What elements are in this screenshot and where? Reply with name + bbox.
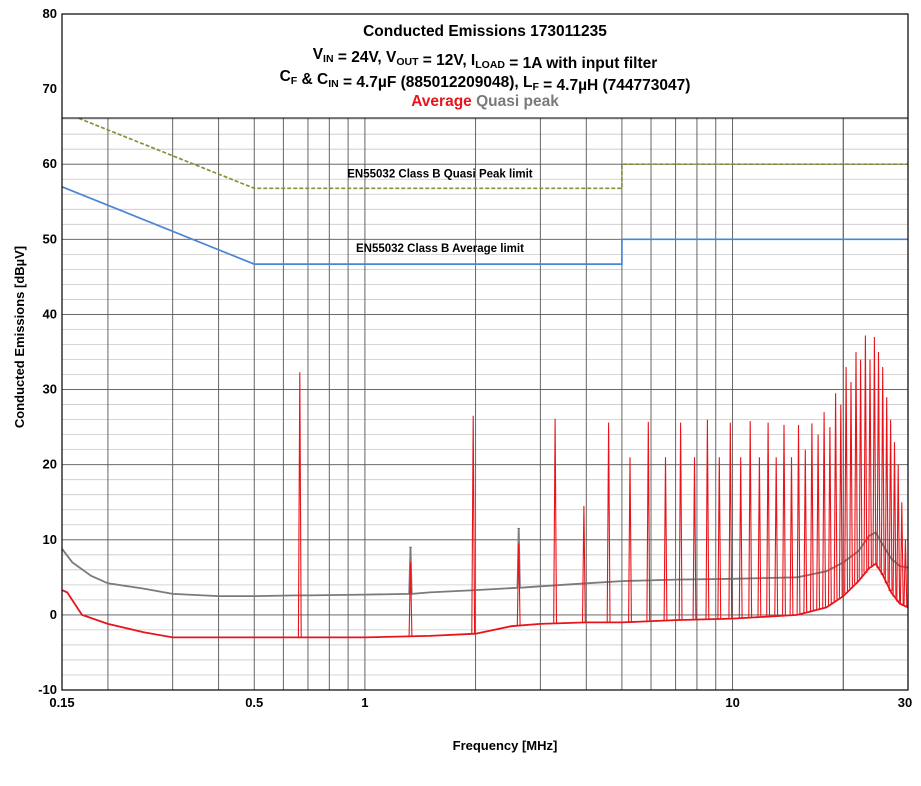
series-peak (803, 449, 808, 613)
limit-label: EN55032 Class B Average limit (356, 243, 524, 255)
series-peak (766, 422, 771, 617)
subtitle-text: & C (297, 71, 328, 88)
x-tick-label: 0.5 (245, 695, 263, 710)
series-peak (872, 336, 877, 565)
subtitle-text: V (313, 46, 324, 63)
x-tick-label: 1 (361, 695, 368, 710)
y-tick-label: 50 (43, 231, 57, 246)
series-peak (606, 422, 611, 623)
y-axis-title: Conducted Emissions [dBµV] (12, 246, 27, 428)
chart-title: Conducted Emissions 173011235 (363, 23, 607, 40)
series-peak (888, 419, 893, 592)
series-peak (899, 502, 904, 605)
plot-frame (61, 13, 909, 691)
series-peak (663, 457, 668, 621)
y-tick-label: 60 (43, 156, 57, 171)
series-peak (816, 434, 821, 610)
series-peak (789, 457, 794, 616)
series-peak (838, 404, 843, 598)
subscript: OUT (396, 56, 419, 68)
series-peak (297, 372, 302, 638)
series-peak (863, 335, 868, 573)
legend-entry: Quasi peak (472, 93, 559, 110)
limit-line (61, 186, 908, 265)
subscript: F (291, 75, 298, 87)
series-peak (748, 421, 753, 618)
series-peak (471, 415, 476, 634)
limit-lines: EN55032 Class B Quasi Peak limit EN55032 … (61, 110, 908, 265)
x-axis-title: Frequency [MHz] (453, 738, 558, 753)
series-peak (516, 543, 521, 626)
subscript: IN (323, 53, 334, 65)
y-tick-label: 30 (43, 382, 57, 397)
data-series (61, 335, 909, 639)
series-peak (854, 351, 858, 584)
title-background (61, 13, 909, 119)
series-peak (774, 457, 779, 617)
series-peak (692, 457, 697, 620)
subtitle-text: C (280, 68, 291, 85)
y-tick-label: 20 (43, 457, 57, 472)
series-peak (884, 397, 889, 584)
series-peak (628, 457, 632, 623)
x-axis-ticks: 0.15 0.5 1 10 30 (49, 695, 912, 710)
subtitle-text: = 12V, I (419, 52, 476, 69)
subscript: F (532, 81, 539, 93)
series-peak (880, 366, 885, 575)
series-peak (408, 562, 413, 637)
subscript: IN (328, 78, 339, 90)
legend: Average Quasi peak (411, 93, 559, 110)
series-peak (717, 457, 722, 620)
series-peak (896, 464, 901, 602)
y-tick-label: 40 (43, 306, 57, 321)
series-peak (849, 381, 853, 589)
series-peak (796, 424, 801, 615)
chart-subtitle: VIN = 24V, VOUT = 12V, ILOAD = 1A with i… (313, 46, 658, 72)
y-axis-ticks: -10 0 10 20 30 40 50 60 70 80 (38, 6, 57, 697)
subtitle-text: = 4.7µH (744773047) (539, 77, 691, 94)
series-peak (892, 442, 897, 597)
series-peak (844, 366, 849, 594)
series-peak (757, 457, 762, 618)
y-tick-label: 80 (43, 6, 57, 21)
x-tick-label: 10 (725, 695, 739, 710)
series-peak (728, 422, 733, 619)
limit-label: EN55032 Class B Quasi Peak limit (347, 169, 533, 181)
x-tick-label: 0.15 (49, 695, 74, 710)
x-tick-label: 30 (898, 695, 912, 710)
series-peak (827, 427, 832, 606)
subtitle-text: = 24V, V (334, 49, 397, 66)
series-line (61, 528, 909, 597)
y-tick-label: -10 (38, 682, 57, 697)
series-peak (809, 423, 814, 612)
series-peak (833, 393, 838, 602)
y-tick-label: 10 (43, 532, 57, 547)
series-peak (646, 421, 651, 622)
series-peak (581, 505, 586, 623)
series-peak (903, 539, 908, 607)
series-peak (738, 457, 743, 619)
y-tick-label: 0 (50, 607, 57, 622)
subtitle-text: = 1A with input filter (505, 55, 657, 72)
series-peak (822, 412, 827, 609)
chart-subtitle: CF & CIN = 4.7µF (885012209048), LF = 4.… (280, 68, 691, 94)
subtitle-text: = 4.7µF (885012209048), L (339, 74, 533, 91)
series-peak (858, 359, 863, 579)
series-peak (876, 351, 881, 569)
series-peak (678, 422, 683, 621)
legend-entry: Average (411, 93, 472, 110)
series-peak (553, 418, 558, 624)
y-tick-label: 70 (43, 81, 57, 96)
series-peak (705, 419, 710, 620)
series-peak (868, 359, 872, 568)
subscript: LOAD (475, 59, 505, 71)
series-peak (782, 424, 786, 616)
